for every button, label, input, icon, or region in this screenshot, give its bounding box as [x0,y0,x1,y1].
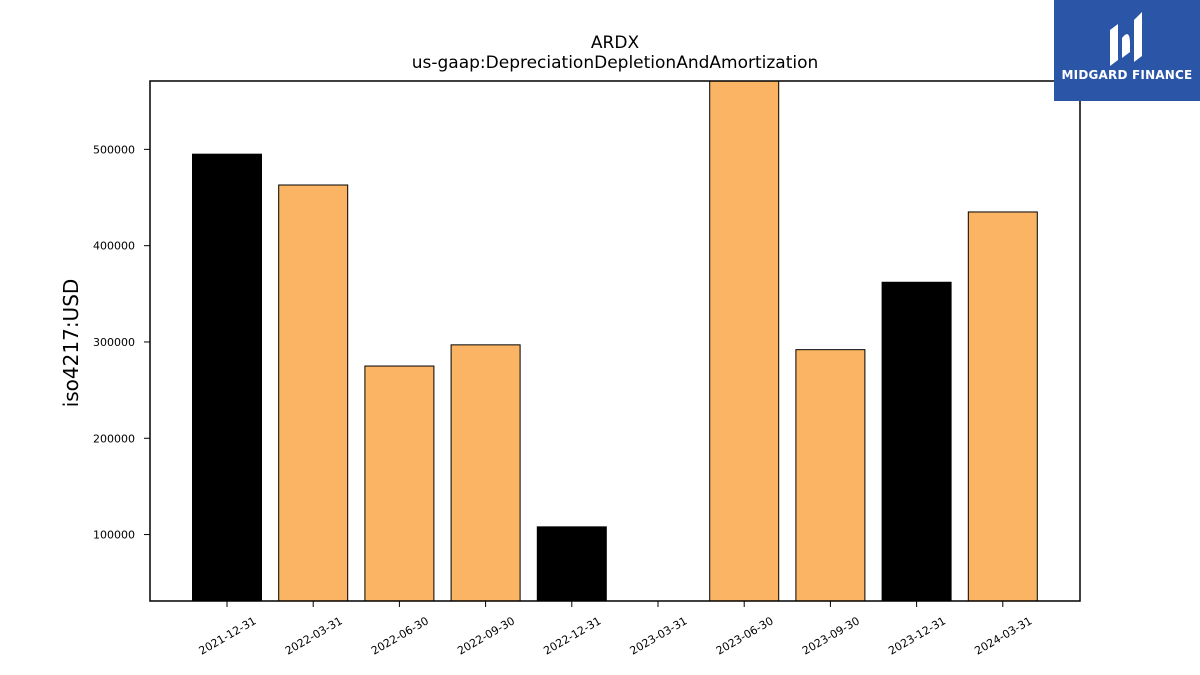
chart-subtitle: us-gaap:DepreciationDepletionAndAmortiza… [412,53,819,73]
logo-text: MIDGARD FINANCE [1061,68,1193,82]
y-tick-label: 100000 [93,529,135,542]
bar-2024-03-31 [967,211,1038,602]
x-tick-label: 2021-12-31 [197,614,259,657]
bar-2022-09-30 [450,344,521,602]
chart-title: ARDX [591,33,640,53]
y-axis-label: iso4217:USD [59,279,83,408]
x-tick-label: 2022-12-31 [541,614,603,657]
y-tick-label: 200000 [93,432,135,445]
x-tick-label: 2022-06-30 [369,614,431,657]
y-tick-label: 300000 [93,336,135,349]
bar-2022-03-31 [278,184,349,602]
bar-2022-12-31 [536,526,607,602]
y-tick-label: 500000 [93,143,135,156]
bar-2021-12-31 [192,153,262,602]
brand-logo: MIDGARD FINANCE [1054,0,1200,101]
plot-frame [149,80,1081,602]
x-tick-label: 2023-06-30 [714,614,776,657]
x-tick-label: 2024-03-31 [972,614,1034,657]
x-tick-label: 2023-12-31 [886,614,948,657]
bar-2023-09-30 [795,349,866,602]
x-tick-label: 2022-03-31 [283,614,345,657]
x-tick-label: 2023-09-30 [800,614,862,657]
bar-2022-06-30 [364,365,435,602]
y-tick-label: 400000 [93,240,135,253]
bar-2023-12-31 [881,281,952,602]
midgard-logo-icon [1110,12,1142,66]
x-tick-label: 2022-09-30 [455,614,517,657]
x-tick-label: 2023-03-31 [628,614,690,657]
bar-2023-06-30 [709,80,780,602]
